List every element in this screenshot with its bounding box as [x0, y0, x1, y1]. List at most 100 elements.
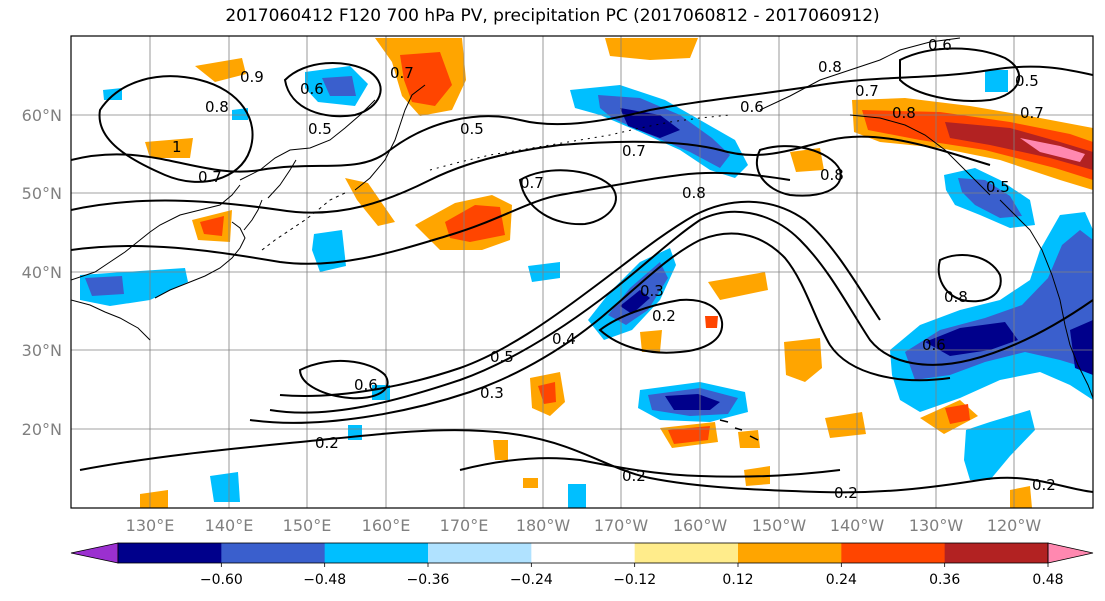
precip-positive-area: [784, 338, 822, 382]
precip-positive-area: [1020, 138, 1085, 162]
colorbar-frame: [117, 542, 1049, 564]
precip-positive-area: [738, 430, 760, 448]
contour-label: 0.4: [552, 330, 576, 348]
colorbar-block: [221, 543, 326, 563]
contour-label: 0.5: [460, 120, 484, 138]
pv-contours: [71, 47, 1093, 494]
contour-label: 0.2: [652, 307, 676, 325]
pv-contour: [98, 75, 254, 183]
contour-label: 0.7: [1020, 104, 1044, 122]
contour-label: 0.5: [986, 178, 1010, 196]
contour-label: 0.9: [240, 68, 264, 86]
lon-label: 130°E: [126, 516, 175, 535]
precip-positive-area: [640, 330, 662, 352]
precip-positive-area: [825, 412, 866, 438]
coastline-asia: [71, 299, 151, 341]
contour-label: 0.7: [855, 82, 879, 100]
contour-label: 0.8: [818, 58, 842, 76]
contour-label: 0.6: [740, 98, 764, 116]
lat-label: 50°N: [22, 184, 62, 203]
precip-negative-area: [568, 484, 586, 508]
colorbar-block: [118, 543, 222, 563]
precipitation-shading: [140, 38, 1093, 508]
precip-positive-area: [790, 148, 824, 172]
lat-label: 30°N: [22, 341, 62, 360]
contour-label: 0.6: [928, 36, 952, 54]
precip-positive-area: [195, 58, 246, 82]
precip-negative-area: [210, 472, 240, 502]
coastline-japan: [243, 199, 263, 231]
colorbar-block: [841, 543, 946, 563]
contour-label: 0.8: [682, 184, 706, 202]
lon-label: 130°W: [909, 516, 964, 535]
pv-contour: [459, 457, 841, 478]
contour-label: 1: [172, 138, 182, 156]
lat-label: 40°N: [22, 263, 62, 282]
lon-label: 170°E: [440, 516, 489, 535]
contour-label: 0.2: [834, 484, 858, 502]
contour-label: 0.5: [490, 348, 514, 366]
colorbar-ticks: −0.60 −0.48 −0.36 −0.24 −0.12 0.12 0.24 0.36 0.4…: [200, 563, 1064, 588]
contour-label: 0.8: [892, 104, 916, 122]
contour-label: 0.8: [944, 288, 968, 306]
precip-positive-area: [1010, 486, 1032, 508]
lon-label: 160°E: [362, 516, 411, 535]
colorbar-block: [428, 543, 532, 563]
pv-contour: [79, 429, 1093, 494]
pv-contour: [937, 254, 1002, 303]
colorbar-extend-min: [70, 542, 119, 564]
precip-negative-area: [232, 108, 248, 120]
precip-negative-area: [620, 290, 650, 314]
coastline-hawaii: [719, 419, 759, 441]
contour-label: 0.7: [520, 174, 544, 192]
colorbar-tick-label: 0.48: [1032, 572, 1063, 588]
coastline-na-west: [999, 199, 1093, 399]
contour-label: 0.7: [198, 168, 222, 186]
coastline-sakhalin: [267, 159, 297, 199]
precip-positive-area: [523, 478, 538, 488]
pv-contour: [598, 298, 724, 354]
colorbar-tick-label: −0.36: [407, 572, 450, 588]
precip-positive-area: [705, 316, 718, 328]
colorbar-block: [944, 543, 1049, 563]
pv-contour: [71, 171, 791, 265]
lon-label: 150°E: [283, 516, 332, 535]
precip-negative-area: [85, 276, 124, 296]
precip-positive-area: [145, 138, 193, 158]
map-frame: [70, 35, 1094, 509]
lat-label: 20°N: [22, 420, 62, 439]
colorbar-extend-max: [1047, 542, 1094, 564]
lon-label: 180°W: [516, 516, 571, 535]
colorbar-block: [634, 543, 739, 563]
colorbar-block: [738, 543, 842, 563]
precip-positive-area: [538, 382, 556, 404]
pv-contour: [71, 135, 991, 214]
lon-label: 160°W: [673, 516, 728, 535]
precip-negative-area: [620, 108, 680, 138]
contour-label-group: 0.6 0.5 0.7 0.8 0.9 1 0.7 0.5 0.7 0.6 0.…: [172, 36, 1056, 502]
lon-label: 170°W: [594, 516, 649, 535]
colorbar-tick-label: −0.12: [613, 572, 656, 588]
coastline-alaska: [759, 37, 961, 111]
colorbar-block: [531, 543, 636, 563]
pv-contour: [283, 62, 382, 118]
colorbar-tick-label: −0.60: [200, 572, 243, 588]
precip-positive-area: [945, 122, 1093, 170]
coastline-japan: [154, 221, 246, 299]
lat-label: 60°N: [22, 106, 62, 125]
coastline-alaska: [849, 114, 991, 196]
precip-positive-area: [345, 178, 395, 226]
precip-positive-area: [140, 490, 168, 508]
colorbar-tick-label: −0.48: [303, 572, 346, 588]
pv-contour: [518, 169, 617, 226]
pv-contour: [279, 200, 881, 397]
precip-negative-area: [964, 410, 1035, 480]
contour-label: 0.8: [820, 166, 844, 184]
precip-positive-area: [605, 38, 698, 60]
precip-negative-area: [322, 76, 356, 96]
pv-contour: [298, 359, 389, 400]
lat-axis: 60°N 50°N 40°N 30°N 20°N: [22, 106, 62, 439]
precip-negative-area: [665, 394, 720, 410]
colorbar-tick-label: 0.12: [722, 572, 753, 588]
pv-contour: [269, 210, 1093, 414]
